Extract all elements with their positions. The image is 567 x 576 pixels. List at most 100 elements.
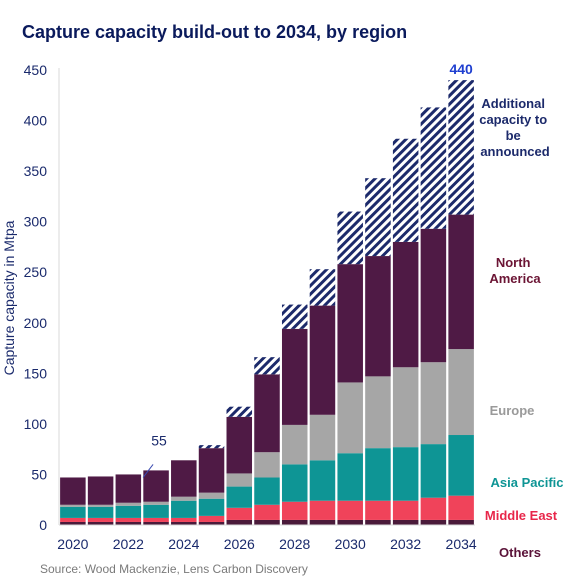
- y-tick-50: 50: [31, 466, 47, 482]
- x-tick-2020: 2020: [57, 536, 88, 552]
- bar-others-2030: [337, 519, 363, 525]
- bar-europe-2020: [60, 504, 86, 507]
- bar-asia-pacific-2020: [60, 506, 86, 518]
- bar-asia-pacific-2022: [115, 505, 142, 518]
- bar-additional-capacity-to-be-announced-2030: [337, 211, 363, 265]
- bar-middle-east-2030: [337, 500, 363, 520]
- y-tick-350: 350: [24, 163, 48, 179]
- bar-north-america-2024: [171, 460, 197, 497]
- bar-others-2029: [309, 519, 336, 525]
- bar-additional-capacity-to-be-announced-2033: [420, 107, 447, 229]
- bar-middle-east-2031: [365, 500, 391, 520]
- bar-others-2025: [198, 521, 225, 525]
- bar-others-2034: [448, 519, 474, 525]
- bar-europe-2031: [365, 376, 391, 449]
- bar-others-2022: [115, 521, 142, 525]
- x-tick-2034: 2034: [446, 536, 477, 552]
- y-tick-150: 150: [24, 365, 48, 381]
- bar-north-america-2021: [87, 476, 114, 505]
- x-tick-2022: 2022: [113, 536, 144, 552]
- bar-asia-pacific-2021: [87, 506, 114, 518]
- bar-north-america-2025: [198, 448, 225, 493]
- bar-middle-east-2028: [281, 501, 308, 520]
- bar-additional-capacity-to-be-announced-2032: [392, 138, 419, 242]
- legend-others-label: Others: [499, 545, 541, 560]
- bar-middle-east-2027: [254, 504, 280, 520]
- bar-additional-capacity-to-be-announced-2025: [198, 445, 225, 449]
- x-tick-2028: 2028: [279, 536, 310, 552]
- bar-asia-pacific-2032: [392, 447, 419, 501]
- x-tick-2032: 2032: [390, 536, 421, 552]
- callout-55-leader: [142, 464, 154, 478]
- bar-asia-pacific-2029: [309, 460, 336, 501]
- bar-middle-east-2026: [226, 507, 253, 520]
- source-note: Source: Wood Mackenzie, Lens Carbon Disc…: [40, 562, 308, 576]
- bar-north-america-2022: [115, 474, 142, 503]
- bar-additional-capacity-to-be-announced-2029: [309, 269, 336, 306]
- bar-europe-2027: [254, 452, 280, 478]
- legend-additional: Additional capacity to be announced: [479, 96, 551, 159]
- bar-middle-east-2032: [392, 500, 419, 520]
- callout-55-label: 55: [151, 432, 167, 448]
- legend-asia-pacific-label: Asia Pacific: [491, 475, 564, 490]
- bar-asia-pacific-2033: [420, 444, 447, 498]
- bar-europe-2026: [226, 473, 253, 487]
- bar-additional-capacity-to-be-announced-2031: [365, 178, 391, 257]
- bar-others-2031: [365, 519, 391, 525]
- bar-europe-2032: [392, 367, 419, 448]
- bar-asia-pacific-2027: [254, 477, 280, 505]
- bar-middle-east-2029: [309, 500, 336, 520]
- bar-north-america-2020: [60, 477, 86, 505]
- bars-layer: [60, 80, 474, 525]
- bar-asia-pacific-2025: [198, 498, 225, 516]
- bar-europe-2028: [281, 424, 308, 465]
- bar-others-2033: [420, 519, 447, 525]
- bar-europe-2029: [309, 414, 336, 461]
- bar-others-2032: [392, 519, 419, 525]
- bar-others-2024: [171, 521, 197, 525]
- y-tick-250: 250: [24, 264, 48, 280]
- y-tick-labels: 0 50 100 150 200 250 300 350 400 450: [24, 62, 48, 533]
- bar-north-america-2026: [226, 416, 253, 474]
- bar-middle-east-2020: [60, 517, 86, 522]
- bar-middle-east-2021: [87, 517, 114, 522]
- bar-asia-pacific-2034: [448, 435, 474, 496]
- bar-north-america-2032: [392, 241, 419, 368]
- y-tick-450: 450: [24, 62, 48, 78]
- bar-europe-2024: [171, 496, 197, 501]
- bar-europe-2023: [143, 501, 169, 505]
- bar-others-2023: [143, 521, 169, 525]
- chart-title: Capture capacity build-out to 2034, by r…: [22, 22, 407, 42]
- bar-north-america-2031: [365, 256, 391, 377]
- bar-middle-east-2022: [115, 517, 142, 522]
- bar-asia-pacific-2026: [226, 486, 253, 508]
- bar-asia-pacific-2030: [337, 453, 363, 501]
- bar-others-2027: [254, 519, 280, 525]
- legend-north-america-label: North America: [489, 255, 541, 286]
- x-tick-2030: 2030: [335, 536, 366, 552]
- bar-middle-east-2034: [448, 495, 474, 520]
- bar-asia-pacific-2031: [365, 448, 391, 501]
- bar-north-america-2023: [143, 470, 169, 502]
- bar-north-america-2029: [309, 305, 336, 415]
- bar-north-america-2033: [420, 228, 447, 363]
- x-tick-2026: 2026: [224, 536, 255, 552]
- legend-additional-label: Additional capacity to be announced: [479, 96, 551, 159]
- bar-europe-2022: [115, 502, 142, 506]
- bar-europe-2033: [420, 362, 447, 445]
- legend-europe-label: Europe: [490, 403, 535, 418]
- bar-north-america-2034: [448, 214, 474, 350]
- bar-additional-capacity-to-be-announced-2028: [281, 304, 308, 329]
- bar-others-2021: [87, 521, 114, 525]
- bar-asia-pacific-2023: [143, 504, 169, 518]
- bar-north-america-2030: [337, 264, 363, 383]
- bar-middle-east-2024: [171, 517, 197, 522]
- bar-middle-east-2025: [198, 515, 225, 522]
- bar-others-2026: [226, 519, 253, 525]
- bar-middle-east-2033: [420, 497, 447, 520]
- bar-others-2020: [60, 521, 86, 525]
- legend-north-america: North America: [489, 255, 541, 286]
- y-axis-label: Capture capacity in Mtpa: [1, 220, 17, 375]
- y-tick-200: 200: [24, 315, 48, 331]
